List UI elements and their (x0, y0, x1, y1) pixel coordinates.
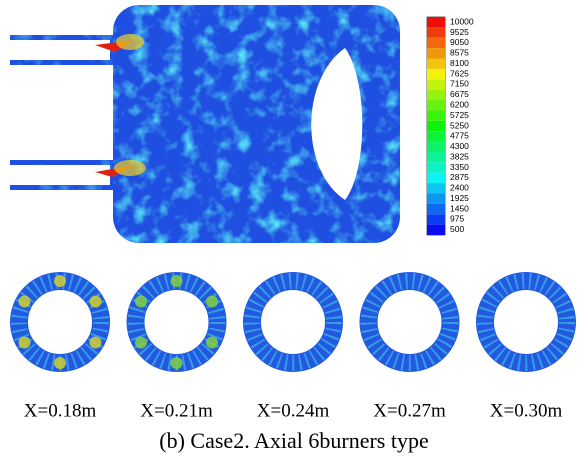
colorbar-label: 2875 (450, 172, 469, 182)
colorbar-swatch (427, 100, 445, 110)
colorbar-swatch (427, 225, 445, 235)
colorbar-label: 9525 (450, 27, 469, 37)
colorbar-swatch (427, 48, 445, 58)
colorbar-label: 975 (450, 214, 464, 224)
colorbar-label: 4300 (450, 141, 469, 151)
colorbar-label: 1925 (450, 193, 469, 203)
hot-spot (206, 296, 218, 308)
colorbar-label: 8575 (450, 48, 469, 58)
figure: 1000095259050857581007625715066756200572… (0, 0, 588, 462)
colorbar-swatch (427, 79, 445, 89)
colorbar-label: 5250 (450, 120, 469, 130)
colorbar-swatch (427, 214, 445, 224)
colorbar-label: 9050 (450, 37, 469, 47)
colorbar-swatch (427, 131, 445, 141)
colorbar-swatch (427, 121, 445, 131)
colorbar-swatch (427, 162, 445, 172)
colorbar-swatch (427, 183, 445, 193)
hot-spot (18, 337, 30, 349)
cross-sections (18, 275, 567, 369)
colorbar-label: 6675 (450, 89, 469, 99)
hot-spot (54, 275, 66, 287)
colorbar-label: 5725 (450, 110, 469, 120)
colorbar-swatch (427, 27, 445, 37)
colorbar-swatch (427, 142, 445, 152)
section-label: X=0.30m (490, 400, 563, 421)
colorbar-swatch (427, 173, 445, 183)
hot-spot (54, 357, 66, 369)
colorbar-label: 7150 (450, 79, 469, 89)
hot-spot (171, 275, 183, 287)
colorbar-label: 8100 (450, 58, 469, 68)
figure-svg: 1000095259050857581007625715066756200572… (0, 0, 588, 462)
hot-spot (18, 296, 30, 308)
hot-spot (135, 337, 147, 349)
hot-spot (135, 296, 147, 308)
colorbar-label: 10000 (450, 16, 474, 26)
colorbar-swatch (427, 17, 445, 27)
colorbar-swatch (427, 110, 445, 120)
colorbar: 1000095259050857581007625715066756200572… (427, 16, 474, 235)
colorbar-label: 3350 (450, 162, 469, 172)
colorbar-label: 4775 (450, 131, 469, 141)
section-label: X=0.27m (373, 400, 446, 421)
hot-spot (206, 337, 218, 349)
section-label: X=0.24m (257, 400, 330, 421)
colorbar-label: 2400 (450, 183, 469, 193)
section-label: X=0.18m (24, 400, 97, 421)
hot-spot (90, 337, 102, 349)
colorbar-label: 1450 (450, 203, 469, 213)
colorbar-label: 7625 (450, 68, 469, 78)
colorbar-swatch (427, 59, 445, 69)
colorbar-swatch (427, 38, 445, 48)
colorbar-swatch (427, 152, 445, 162)
hot-spot (171, 357, 183, 369)
colorbar-label: 6200 (450, 99, 469, 109)
colorbar-swatch (427, 193, 445, 203)
contour-plate (10, 5, 400, 243)
colorbar-swatch (427, 69, 445, 79)
section-label: X=0.21m (140, 400, 213, 421)
colorbar-label: 3825 (450, 151, 469, 161)
caption: (b) Case2. Axial 6burners type (159, 428, 428, 453)
colorbar-swatch (427, 204, 445, 214)
colorbar-swatch (427, 90, 445, 100)
hot-spot (90, 296, 102, 308)
colorbar-label: 500 (450, 224, 464, 234)
